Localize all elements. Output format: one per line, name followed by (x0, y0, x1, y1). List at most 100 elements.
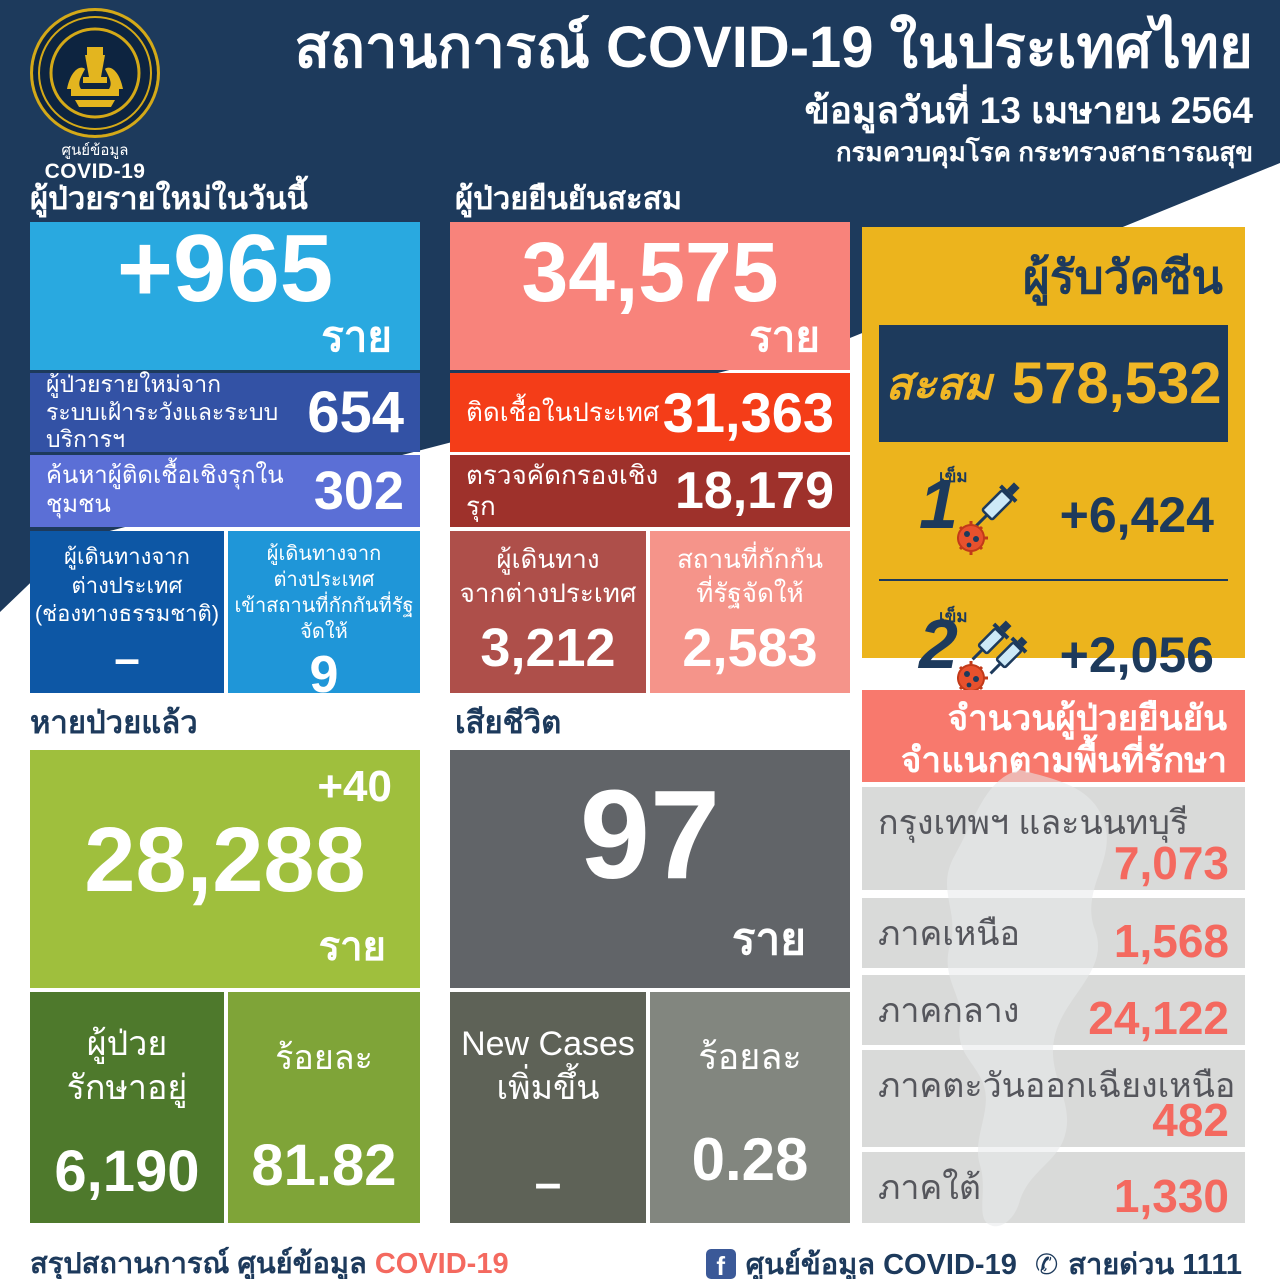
section-title-cumulative: ผู้ป่วยยืนยันสะสม (455, 181, 683, 216)
vaccine-cumulative-box: สะสม 578,532 (879, 325, 1228, 442)
stat-row-domestic-infection: ติดเชื้อในประเทศ 31,363 (450, 373, 850, 452)
region-value: 1,330 (1113, 1170, 1229, 1222)
region-value: 24,122 (1088, 992, 1229, 1044)
deaths-cell-new-cases: New Cases เพิ่มขึ้น – (450, 992, 646, 1223)
region-value: 7,073 (1113, 837, 1229, 889)
logo-caption-line1: ศูนย์ข้อมูล (61, 142, 129, 159)
facebook-icon: f (705, 1249, 736, 1279)
cumulative-hero-box: 34,575 ราย (450, 222, 850, 370)
hotline-label: สายด่วน 1111 (1068, 1249, 1242, 1279)
cell-value: – (534, 1157, 562, 1211)
cell-label: ร้อยละ (275, 1039, 373, 1077)
dose-row-1: เข็ม 1 (879, 455, 1228, 575)
new-cases-hero-box: +965 ราย (30, 215, 420, 370)
region-row-northeast: ภาคตะวันออกเฉียงเหนือ 482 (862, 1050, 1245, 1147)
section-title-new-cases: ผู้ป่วยรายใหม่ในวันนี้ (30, 181, 308, 216)
vaccine-cumulative-value: 578,532 (1011, 351, 1222, 416)
dose1-value: +6,424 (1059, 487, 1214, 543)
traveler-cell-state-quarantine: ผู้เดินทางจาก ต่างประเทศ เข้าสถานที่กักก… (228, 531, 420, 704)
dose-row-2: เข็ม 2 (879, 595, 1228, 715)
cumulative-unit: ราย (749, 313, 820, 360)
vaccine-title: ผู้รับวัคซีน (1022, 251, 1223, 303)
stat-label: ผู้ป่วยรายใหม่จาก ระบบเฝ้าระวังและระบบบร… (46, 371, 279, 453)
traveler-label: ผู้เดินทางจาก ต่างประเทศ (ช่องทางธรรมชาต… (34, 544, 220, 627)
region-label: ภาคใต้ (878, 1169, 981, 1207)
recovered-cell-in-treatment: ผู้ป่วย รักษาอยู่ 6,190 (30, 992, 224, 1223)
stat-label: ค้นหาผู้ติดเชื้อเชิงรุกในชุมชน (46, 462, 284, 518)
cell-value: 3,212 (480, 617, 616, 678)
stat-value: 654 (307, 380, 404, 445)
cumulative-total: 34,575 (521, 225, 779, 319)
stat-row-active-case-finding: ค้นหาผู้ติดเชื้อเชิงรุกในชุมชน 302 (30, 455, 420, 527)
cell-label: ผู้ป่วย รักษาอยู่ (66, 1025, 188, 1108)
region-row-south: ภาคใต้ 1,330 (862, 1152, 1245, 1223)
deaths-cell-percent: ร้อยละ 0.28 (650, 992, 850, 1223)
cell-value: 6,190 (54, 1139, 200, 1205)
facebook-label: ศูนย์ข้อมูล COVID-19 (745, 1249, 1017, 1279)
section-title-deaths: เสียชีวิต (455, 705, 562, 740)
region-value: 482 (1152, 1094, 1229, 1146)
header-text-block: สถานการณ์ COVID-19 ในประเทศไทย ข้อมูลวัน… (295, 12, 1253, 168)
traveler-value: 9 (309, 646, 339, 704)
cell-label: สถานที่กักกัน ที่รัฐจัดให้ (676, 544, 824, 608)
new-cases-total: +965 (116, 215, 334, 322)
vaccine-panel: ผู้รับวัคซีน สะสม 578,532 เข็ม 1 (862, 227, 1245, 695)
stat-value: 302 (313, 461, 404, 521)
recovered-total: 28,288 (84, 809, 366, 911)
dose-number: 2 (919, 605, 958, 683)
cum-cell-travelers-abroad: ผู้เดินทาง จากต่างประเทศ 3,212 (450, 531, 646, 693)
dose2-value: +2,056 (1059, 627, 1214, 683)
region-value: 1,568 (1113, 915, 1229, 967)
footer-summary-prefix: สรุปสถานการณ์ ศูนย์ข้อมูล (30, 1248, 375, 1279)
phone-icon: ✆ (1034, 1248, 1059, 1279)
dose2-icon: เข็ม 2 (919, 603, 1031, 707)
footer-summary: สรุปสถานการณ์ ศูนย์ข้อมูล COVID-19 (30, 1240, 509, 1279)
region-label: ภาคเหนือ (878, 915, 1020, 953)
logo-caption-line2: COVID-19 (44, 159, 146, 183)
footer-contacts: f ศูนย์ข้อมูล COVID-19 ✆ สายด่วน 1111 (705, 1241, 1242, 1279)
deaths-total: 97 (579, 764, 721, 905)
dose-number: 1 (919, 465, 958, 543)
region-row-bangkok: กรุงเทพฯ และนนทบุรี 7,073 (862, 787, 1245, 890)
date-line: ข้อมูลวันที่ 13 เมษายน 2564 (804, 89, 1253, 131)
cum-cell-state-quarantine: สถานที่กักกัน ที่รัฐจัดให้ 2,583 (650, 531, 850, 693)
dose1-icon: เข็ม 1 (919, 463, 1031, 567)
traveler-cell-natural-channel: ผู้เดินทางจาก ต่างประเทศ (ช่องทางธรรมชาต… (30, 531, 224, 693)
stat-value: 18,179 (674, 462, 834, 520)
stat-label: ตรวจคัดกรองเชิงรุก (466, 459, 659, 521)
agency-line: กรมควบคุมโรค กระทรวงสาธารณสุข (835, 136, 1253, 167)
deaths-unit: ราย (731, 915, 806, 964)
stat-value: 31,363 (662, 381, 834, 444)
cell-label: New Cases เพิ่มขึ้น (461, 1025, 635, 1108)
footer-summary-accent: COVID-19 (374, 1248, 509, 1279)
cell-value: 0.28 (691, 1125, 809, 1193)
cell-value: 2,583 (682, 617, 818, 678)
vaccine-cumulative-label: สะสม (885, 359, 992, 409)
cell-label: ร้อยละ (698, 1036, 802, 1077)
divider (879, 579, 1228, 581)
logo-block: ศูนย์ข้อมูล COVID-19 (20, 8, 170, 184)
region-row-central: ภาคกลาง 24,122 (862, 975, 1245, 1045)
page-title: สถานการณ์ COVID-19 ในประเทศไทย (294, 15, 1253, 80)
syringe-icon (957, 482, 1020, 555)
regions-panel-header: จำนวนผู้ป่วยยืนยัน จำแนกตามพื้นที่รักษา … (862, 690, 1245, 822)
section-title-recovered: หายป่วยแล้ว (30, 705, 198, 740)
dose-tag: เข็ม (939, 607, 968, 626)
new-cases-unit: ราย (321, 313, 392, 360)
facebook-f-glyph: f (716, 1251, 725, 1279)
virus-icon (957, 521, 988, 555)
cell-label: ผู้เดินทาง จากต่างประเทศ (459, 544, 637, 608)
traveler-value: – (114, 631, 140, 684)
government-seal-logo (30, 8, 160, 138)
cell-value: 81.82 (251, 1133, 397, 1199)
virus-icon (957, 661, 988, 695)
region-row-north: ภาคเหนือ 1,568 (862, 898, 1245, 968)
stat-row-proactive-screening: ตรวจคัดกรองเชิงรุก 18,179 (450, 455, 850, 527)
seal-emblem-icon (49, 27, 141, 119)
deaths-hero-box: 97 ราย (450, 750, 850, 988)
stat-row-surveillance: ผู้ป่วยรายใหม่จาก ระบบเฝ้าระวังและระบบบร… (30, 371, 420, 453)
recovered-cell-percent: ร้อยละ 81.82 (228, 992, 420, 1223)
recovered-hero-box: +40 28,288 ราย (30, 750, 420, 988)
stat-label: ติดเชื้อในประเทศ (466, 396, 660, 427)
